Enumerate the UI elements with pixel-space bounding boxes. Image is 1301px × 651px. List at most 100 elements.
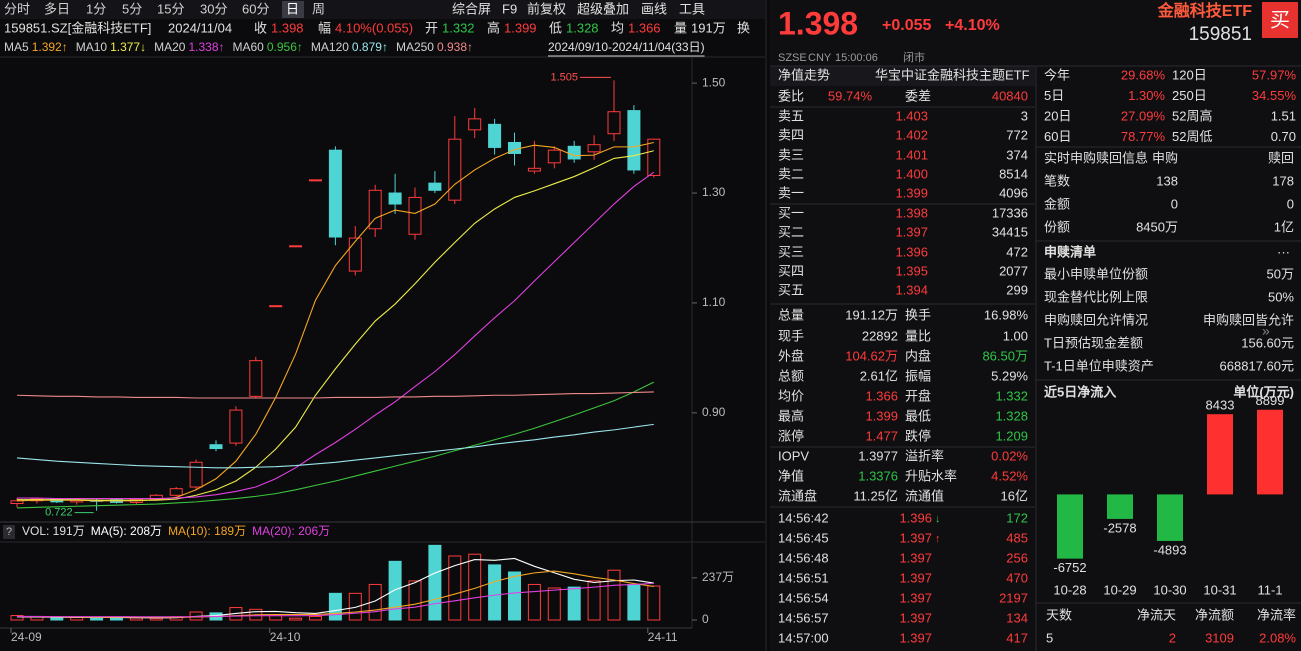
tab[interactable]: 1分 xyxy=(86,1,106,16)
tab[interactable]: 60分 xyxy=(242,1,269,16)
market: SZSE xyxy=(778,52,807,64)
buy-button[interactable]: 买 xyxy=(1270,9,1290,31)
stat-label: 量比 xyxy=(905,328,931,343)
column-header: 天数 xyxy=(1046,607,1072,622)
fund-code: 159851 xyxy=(1189,24,1252,45)
field-label: 收 xyxy=(254,20,267,35)
perf-value: 1.51 xyxy=(1271,108,1296,123)
book-volume: 4096 xyxy=(999,185,1028,200)
stat-value: 1.332 xyxy=(995,388,1028,403)
tab[interactable]: 15分 xyxy=(157,1,184,16)
tool-button[interactable]: 工具 xyxy=(679,1,705,16)
tool-button[interactable]: 超级叠加 xyxy=(577,1,629,16)
date-range[interactable]: 2024/09/10-2024/11/04(33日) xyxy=(548,40,705,54)
stat-value: 1.366 xyxy=(865,388,898,403)
row-value: 50万 xyxy=(1267,266,1294,281)
row-label: 委差 xyxy=(905,88,931,103)
legend-entry: VOL: 191万 xyxy=(22,524,85,538)
tool-button[interactable]: 前复权 xyxy=(527,1,566,16)
help-icon-glyph[interactable]: ? xyxy=(6,526,12,538)
nav-link[interactable]: 净值走势 xyxy=(778,67,830,82)
help-icon[interactable] xyxy=(3,525,15,539)
stat-label: 最高 xyxy=(778,408,804,423)
summary-value: 3109 xyxy=(1205,630,1234,645)
tool-button[interactable]: 画线 xyxy=(641,1,667,16)
field-value: 1.398 xyxy=(271,20,304,35)
tick-time: 14:57:00 xyxy=(778,630,829,645)
book-price: 1.401 xyxy=(895,147,928,162)
candle-body xyxy=(468,118,482,131)
buy-button-bg[interactable] xyxy=(1262,2,1298,38)
summary-value: 5 xyxy=(1046,630,1053,645)
field-value: 4.10%(0.055) xyxy=(335,20,413,35)
candle-body xyxy=(269,305,283,308)
section-title: 实时申购赎回信息 xyxy=(1044,150,1148,165)
tab[interactable]: 日 xyxy=(286,1,299,16)
legend-value: 0.879↑ xyxy=(352,40,388,54)
stat-label: 振幅 xyxy=(905,368,931,383)
volume-ma-line xyxy=(17,582,654,618)
stat-label: 开盘 xyxy=(905,388,931,403)
stat-value: 11.25亿 xyxy=(853,488,898,503)
book-level: 卖一 xyxy=(778,185,804,200)
volume-bar xyxy=(468,553,482,621)
stat-label: 流通值 xyxy=(905,488,944,503)
candle-body xyxy=(408,196,422,235)
candle-body xyxy=(587,144,601,153)
stat-label: 升贴水率 xyxy=(905,468,957,483)
row-value: 156.60元 xyxy=(1241,335,1294,350)
stat-label: 总额 xyxy=(778,368,804,383)
volume-bar xyxy=(428,544,442,621)
candle-body xyxy=(627,110,641,171)
column-header: 净流率 xyxy=(1257,607,1296,622)
tool-button[interactable]: 综合屏 xyxy=(452,1,491,16)
inflow-bar xyxy=(1207,414,1233,495)
y-tick-label: 1.50 xyxy=(702,75,726,89)
legend-name: MA20 xyxy=(154,40,186,54)
collapse-icon[interactable]: » xyxy=(1262,323,1270,339)
volume-bar xyxy=(587,580,601,621)
data-label: -2578 xyxy=(1103,520,1136,535)
active-tab-bg[interactable] xyxy=(282,1,304,18)
candle-body xyxy=(607,111,621,135)
field-label: 幅 xyxy=(318,20,331,35)
tab[interactable]: 分时 xyxy=(4,1,30,16)
tab[interactable]: 周 xyxy=(312,1,325,16)
row-value: 40840 xyxy=(992,88,1028,103)
ma-line xyxy=(17,171,655,500)
field-label: 量 xyxy=(674,20,687,35)
tick-time: 14:56:51 xyxy=(778,570,829,585)
candle-body xyxy=(189,461,203,488)
book-price: 1.403 xyxy=(895,108,928,123)
stat-label: 总量 xyxy=(778,307,804,322)
volume-bar xyxy=(627,583,641,621)
volume-bar xyxy=(488,564,502,621)
last-price: 1.398 xyxy=(778,5,858,41)
stat-label: 均价 xyxy=(778,388,804,403)
x-tick-label: 11-1 xyxy=(1257,582,1282,597)
volume-bar xyxy=(607,569,621,621)
perf-value: 29.68% xyxy=(1121,67,1166,82)
row-value: 50% xyxy=(1268,289,1294,304)
more-button[interactable]: ··· xyxy=(1277,244,1290,259)
y-tick-label: 0.90 xyxy=(702,405,726,419)
stat-value: 104.62万 xyxy=(845,348,898,363)
tab[interactable]: 30分 xyxy=(200,1,227,16)
legend-name: MA60 xyxy=(233,40,265,54)
row-value: 0 xyxy=(1171,196,1178,211)
row-label: T日预估现金差额 xyxy=(1044,335,1143,350)
legend-value: 0.956↑ xyxy=(267,40,303,54)
field-value: 1.328 xyxy=(566,20,599,35)
volume-bar xyxy=(348,592,362,621)
tool-button[interactable]: F9 xyxy=(502,1,517,16)
stat-value: 1.3376 xyxy=(858,468,898,483)
row-label: 份额 xyxy=(1044,219,1070,234)
tab[interactable]: 5分 xyxy=(122,1,142,16)
stat-label: 流通盘 xyxy=(778,488,817,503)
chart-title: 近5日净流入 xyxy=(1044,384,1116,399)
perf-value: 0.70 xyxy=(1271,129,1296,144)
stat-value: 86.50万 xyxy=(982,348,1028,363)
tab[interactable]: 多日 xyxy=(44,1,70,16)
perf-label: 120日 xyxy=(1172,67,1207,82)
